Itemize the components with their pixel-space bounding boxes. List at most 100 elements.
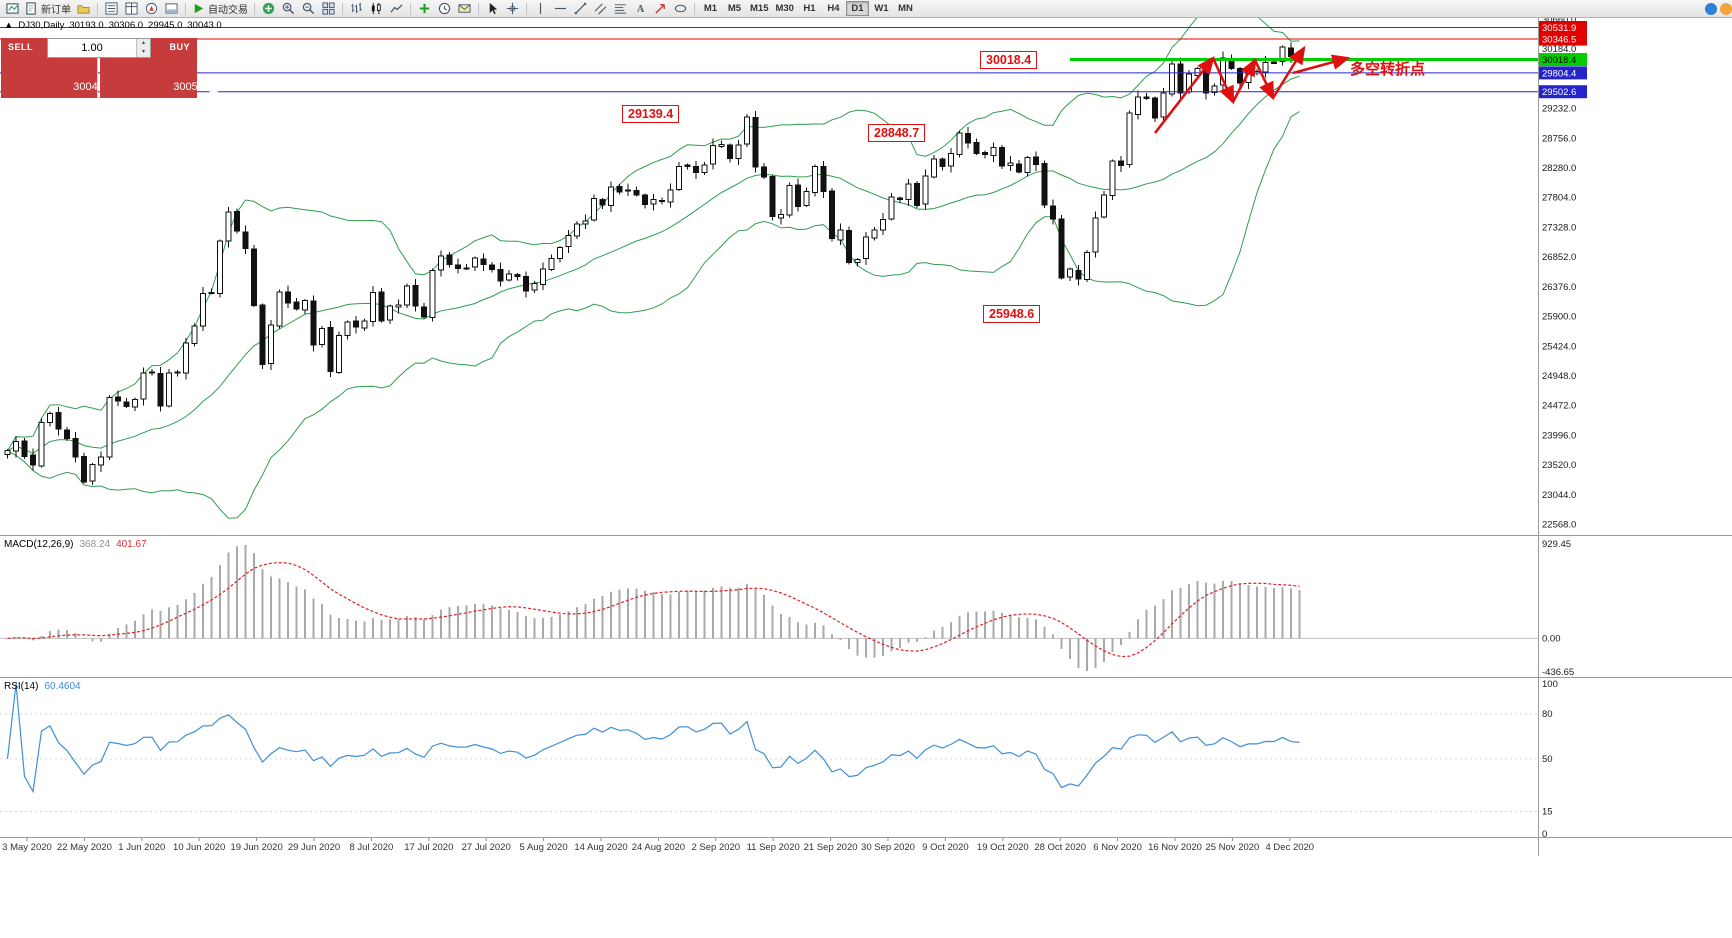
price-tag <box>1539 66 1587 80</box>
price-tick-label: 24948.0 <box>1542 371 1576 382</box>
trend-arrow[interactable] <box>1292 54 1351 75</box>
date-tick-label: 8 Jul 2020 <box>349 842 393 853</box>
price-tick-label: 30184.0 <box>1542 44 1576 55</box>
symbol-header: ▲ DJ30,Daily 30193.0 30306.0 29945.0 30043.0 <box>4 20 227 31</box>
timeframe-button-m30[interactable]: M30 <box>772 1 796 16</box>
trend-annotation-text[interactable]: 多空转折点 <box>1350 61 1426 78</box>
toolbar-separator <box>342 2 343 15</box>
cursor-icon-button[interactable] <box>483 1 502 16</box>
new-order-button[interactable]: 新订单 <box>23 1 73 16</box>
arrow-tool-button[interactable] <box>651 1 670 16</box>
trendline-tool-button[interactable] <box>571 1 590 16</box>
timeframe-button-mn[interactable]: MN <box>894 1 917 16</box>
price-tag <box>1539 85 1587 99</box>
price-tag-label: 29804.4 <box>1542 68 1576 79</box>
price-annotation[interactable]: 30018.4 <box>980 50 1038 69</box>
symbol-name: DJ30,Daily <box>18 20 65 31</box>
toolbar-separator <box>97 2 98 15</box>
crosshair-icon-button[interactable] <box>503 1 522 16</box>
market-watch-icon-button[interactable] <box>102 1 121 16</box>
zoom-out-icon-button[interactable] <box>299 1 318 16</box>
price-tick-label: 30660.0 <box>1542 14 1576 25</box>
text-tool-button[interactable]: A <box>631 1 650 16</box>
tile-windows-icon-button[interactable] <box>319 1 338 16</box>
mail-icon-button[interactable] <box>455 1 474 16</box>
one-click-trading-panel: SELL 30041.5 BUY 30051.5 1.00 ▴ ▾ <box>1 38 221 98</box>
buy-label: BUY <box>169 42 190 52</box>
volume-value: 1.00 <box>81 42 103 54</box>
rsi-label: RSI(14) 60.4604 <box>4 681 81 692</box>
chart-window-icon-button[interactable] <box>3 1 22 16</box>
trend-arrow[interactable] <box>1211 57 1235 105</box>
add-indicator-plus-icon-button[interactable] <box>415 1 434 16</box>
date-tick-label: 21 Sep 2020 <box>804 842 858 853</box>
macd-scale-top: 929.45 <box>1542 539 1571 550</box>
date-tick-label: 5 Aug 2020 <box>520 842 568 853</box>
data-window-icon-button[interactable] <box>122 1 141 16</box>
bar-chart-icon-button[interactable] <box>347 1 366 16</box>
symbol-arrow-icon: ▲ <box>4 20 14 31</box>
channel-tool-button[interactable] <box>591 1 610 16</box>
price-tag <box>1539 32 1587 46</box>
ohlc-open: 30193.0 <box>69 20 104 31</box>
rsi-scale-label: 0 <box>1542 829 1547 840</box>
price-tag-label: 29502.6 <box>1542 87 1576 98</box>
line-chart-icon-button[interactable] <box>387 1 406 16</box>
trend-arrow[interactable] <box>1271 45 1306 99</box>
auto-trading-button[interactable]: 自动交易 <box>190 1 250 16</box>
rsi-scale-label: 50 <box>1542 754 1553 765</box>
volume-down-button[interactable]: ▾ <box>137 48 150 57</box>
timeframe-button-m5[interactable]: M5 <box>723 1 746 16</box>
buy-price: 30051.5 <box>173 71 221 99</box>
period-clock-icon-button[interactable] <box>435 1 454 16</box>
price-annotation[interactable]: 29139.4 <box>622 105 680 124</box>
macd-histogram <box>15 545 1301 671</box>
price-tick-label: 22568.0 <box>1542 520 1576 531</box>
timeframe-button-h1[interactable]: H1 <box>798 1 821 16</box>
bollinger-middle-band <box>7 75 1300 454</box>
price-tick-label: 27328.0 <box>1542 222 1576 233</box>
new-order-label: 新订单 <box>41 5 71 16</box>
date-tick-label: 24 Aug 2020 <box>632 842 685 853</box>
trend-arrow[interactable] <box>1153 55 1215 134</box>
macd-label: MACD(12,26,9) 368.24 401.67 <box>4 539 147 550</box>
community-icon[interactable] <box>1705 2 1717 15</box>
price-tick-label: 23996.0 <box>1542 430 1576 441</box>
date-tick-label: 17 Jul 2020 <box>404 842 453 853</box>
price-annotation[interactable]: 25948.6 <box>983 304 1041 323</box>
zoom-in-icon-button[interactable] <box>279 1 298 16</box>
date-tick-label: 10 Jun 2020 <box>173 842 225 853</box>
profiles-icon-button[interactable] <box>74 1 93 16</box>
date-tick-label: 22 May 2020 <box>57 842 112 853</box>
macd-scale-bottom: -436.65 <box>1542 667 1574 678</box>
timeframe-button-d1[interactable]: D1 <box>845 1 869 16</box>
trend-arrow[interactable] <box>1231 57 1257 103</box>
timeframe-button-m1[interactable]: M1 <box>699 1 722 16</box>
date-tick-label: 14 Aug 2020 <box>574 842 627 853</box>
shapes-tool-button[interactable] <box>671 1 690 16</box>
date-tick-label: 4 Dec 2020 <box>1266 842 1315 853</box>
terminal-icon-button[interactable] <box>162 1 181 16</box>
volume-input[interactable]: 1.00 ▴ ▾ <box>47 38 151 58</box>
navigator-icon-button[interactable] <box>142 1 161 16</box>
horizontal-line-tool-button[interactable] <box>551 1 570 16</box>
indicators-icon-button[interactable] <box>259 1 278 16</box>
timeframe-button-m15[interactable]: M15 <box>747 1 771 16</box>
fibonacci-tool-button[interactable] <box>611 1 630 16</box>
price-tag-label: 30018.4 <box>1542 55 1576 66</box>
candlestick-chart-icon-button[interactable] <box>367 1 386 16</box>
timeframe-button-h4[interactable]: H4 <box>822 1 845 16</box>
notification-icon[interactable] <box>1720 2 1732 15</box>
volume-up-button[interactable]: ▴ <box>137 39 150 48</box>
rsi-line <box>6 683 1300 794</box>
toolbar-separator <box>478 2 479 15</box>
trend-arrow[interactable] <box>1253 59 1275 101</box>
price-annotation[interactable]: 28848.7 <box>868 123 926 142</box>
date-tick-label: 9 Oct 2020 <box>922 842 968 853</box>
timeframe-button-w1[interactable]: W1 <box>870 1 893 16</box>
vertical-line-tool-button[interactable] <box>531 1 550 16</box>
date-tick-label: 1 Jun 2020 <box>118 842 165 853</box>
price-tick-label: 26852.0 <box>1542 252 1576 263</box>
